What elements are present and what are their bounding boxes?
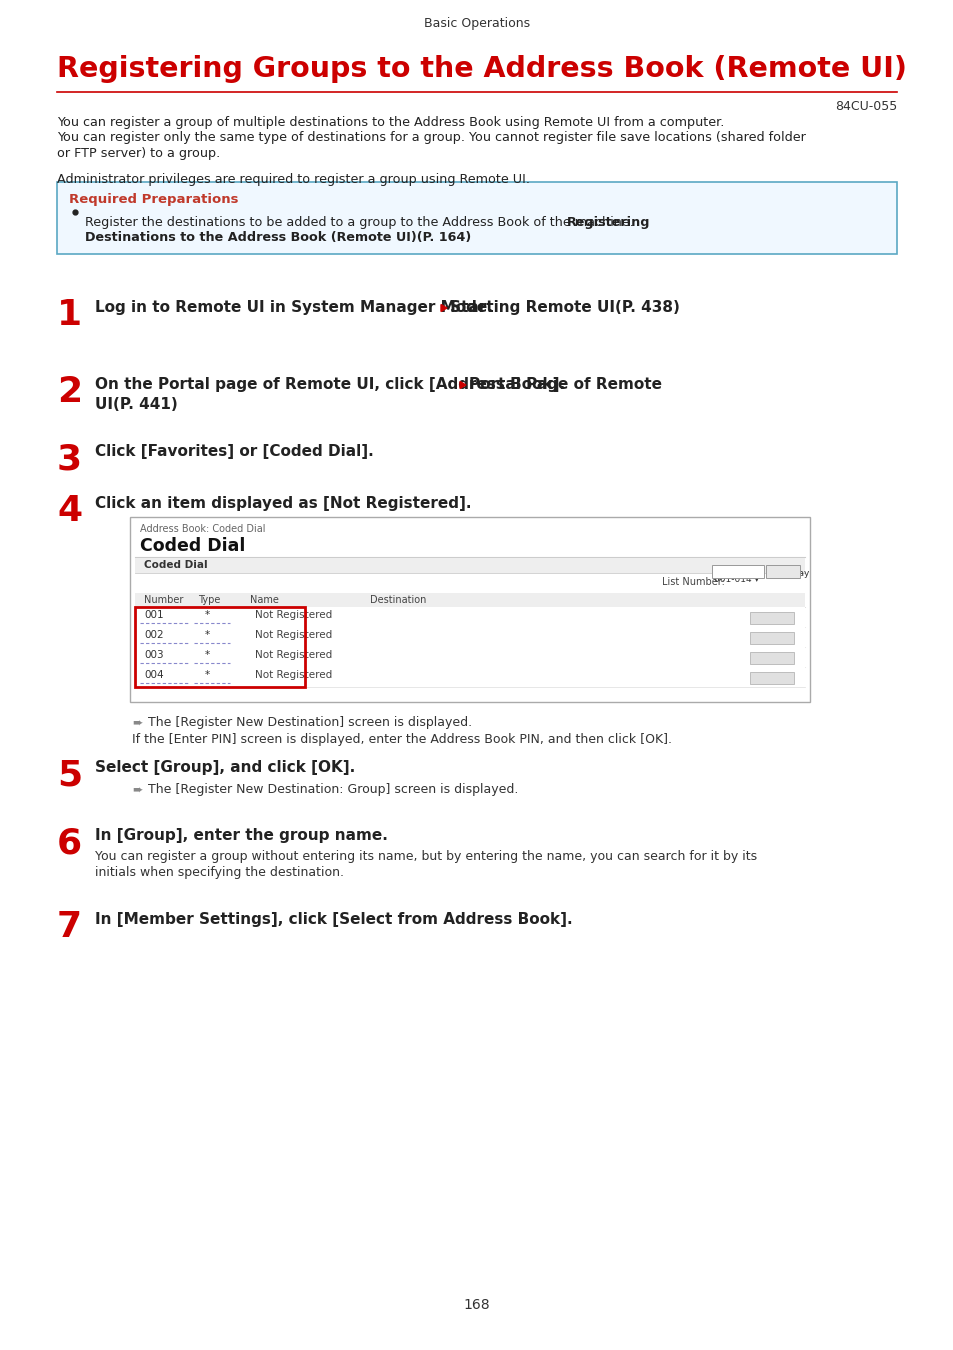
Text: Not Registered: Not Registered [254,670,332,680]
Text: Required Preparations: Required Preparations [69,193,238,207]
Text: 84CU-055: 84CU-055 [834,100,896,113]
Text: Not Registered: Not Registered [254,630,332,640]
Text: Not Registered: Not Registered [254,649,332,660]
Text: In [Group], enter the group name.: In [Group], enter the group name. [95,828,388,842]
Bar [135,647,804,667]
Text: 001-014 ▾: 001-014 ▾ [713,575,759,585]
Text: 5: 5 [57,757,82,792]
Text: Display: Display [775,570,808,579]
Text: 7: 7 [57,910,82,944]
Text: On the Portal page of Remote UI, click [Address Book].: On the Portal page of Remote UI, click [… [95,377,570,392]
Text: Registering: Registering [566,216,650,230]
Text: 001: 001 [144,610,164,620]
Text: 002: 002 [144,630,164,640]
Text: You can register only the same type of destinations for a group. You cannot regi: You can register only the same type of d… [57,131,805,144]
Text: ➨: ➨ [132,716,142,729]
Text: Administrator privileges are required to register a group using Remote UI.: Administrator privileges are required to… [57,173,530,185]
Bar [135,667,804,687]
Text: UI(P. 441): UI(P. 441) [95,397,177,412]
Text: 004: 004 [144,670,164,680]
Text: 4: 4 [57,494,82,528]
Bar [135,626,804,647]
Text: 1: 1 [57,298,82,332]
Bar [57,182,896,254]
Bar [130,517,809,702]
Text: If the [Enter PIN] screen is displayed, enter the Address Book PIN, and then cli: If the [Enter PIN] screen is displayed, … [132,733,671,747]
Text: Not Registered: Not Registered [254,610,332,620]
Bar [749,632,793,644]
Text: 003: 003 [144,649,164,660]
Text: The [Register New Destination] screen is displayed.: The [Register New Destination] screen is… [148,716,472,729]
Text: List Number:: List Number: [661,576,724,587]
Text: The [Register New Destination: Group] screen is displayed.: The [Register New Destination: Group] sc… [148,783,517,796]
Text: 2: 2 [57,375,82,409]
Bar [711,564,763,578]
Text: Delete: Delete [762,613,792,621]
Bar [135,593,804,608]
Text: ➨: ➨ [132,783,142,796]
Text: Basic Operations: Basic Operations [423,18,530,30]
Text: Coded Dial: Coded Dial [140,537,245,555]
Text: 168: 168 [463,1297,490,1312]
Text: or FTP server) to a group.: or FTP server) to a group. [57,147,220,161]
Bar [135,608,804,626]
Text: Delete: Delete [762,672,792,682]
Bar [749,652,793,664]
Text: You can register a group of multiple destinations to the Address Book using Remo: You can register a group of multiple des… [57,116,723,130]
Text: You can register a group without entering its name, but by entering the name, yo: You can register a group without enterin… [95,850,757,863]
Text: Address Book: Coded Dial: Address Book: Coded Dial [140,524,265,535]
Text: Delete: Delete [762,633,792,641]
Text: Portal Page of Remote: Portal Page of Remote [469,377,661,392]
Text: 3: 3 [57,441,82,477]
Text: *: * [205,610,210,620]
Polygon shape [459,382,465,389]
Text: *: * [205,630,210,640]
Text: Coded Dial: Coded Dial [144,560,208,570]
Text: In [Member Settings], click [Select from Address Book].: In [Member Settings], click [Select from… [95,913,572,927]
Text: Log in to Remote UI in System Manager Mode.: Log in to Remote UI in System Manager Mo… [95,300,497,315]
Bar [749,612,793,624]
Text: Delete: Delete [762,652,792,662]
Text: Destinations to the Address Book (Remote UI)(P. 164): Destinations to the Address Book (Remote… [85,231,471,244]
Text: Destination: Destination [370,595,426,605]
Bar [135,608,305,687]
Bar [135,558,804,572]
Bar [749,672,793,684]
Text: Name: Name [250,595,278,605]
Text: Click an item displayed as [Not Registered].: Click an item displayed as [Not Register… [95,495,471,512]
Text: initials when specifying the destination.: initials when specifying the destination… [95,865,344,879]
Text: Starting Remote UI(P. 438): Starting Remote UI(P. 438) [450,300,679,315]
Text: Number: Number [144,595,183,605]
Text: Click [Favorites] or [Coded Dial].: Click [Favorites] or [Coded Dial]. [95,444,374,459]
Text: *: * [205,670,210,680]
Bar [765,564,800,578]
Text: *: * [205,649,210,660]
Polygon shape [440,305,447,312]
Text: Type: Type [198,595,220,605]
Text: 6: 6 [57,826,82,860]
Text: Select [Group], and click [OK].: Select [Group], and click [OK]. [95,760,355,775]
Text: Registering Groups to the Address Book (Remote UI): Registering Groups to the Address Book (… [57,55,906,82]
Text: Register the destinations to be added to a group to the Address Book of the mach: Register the destinations to be added to… [85,216,638,230]
